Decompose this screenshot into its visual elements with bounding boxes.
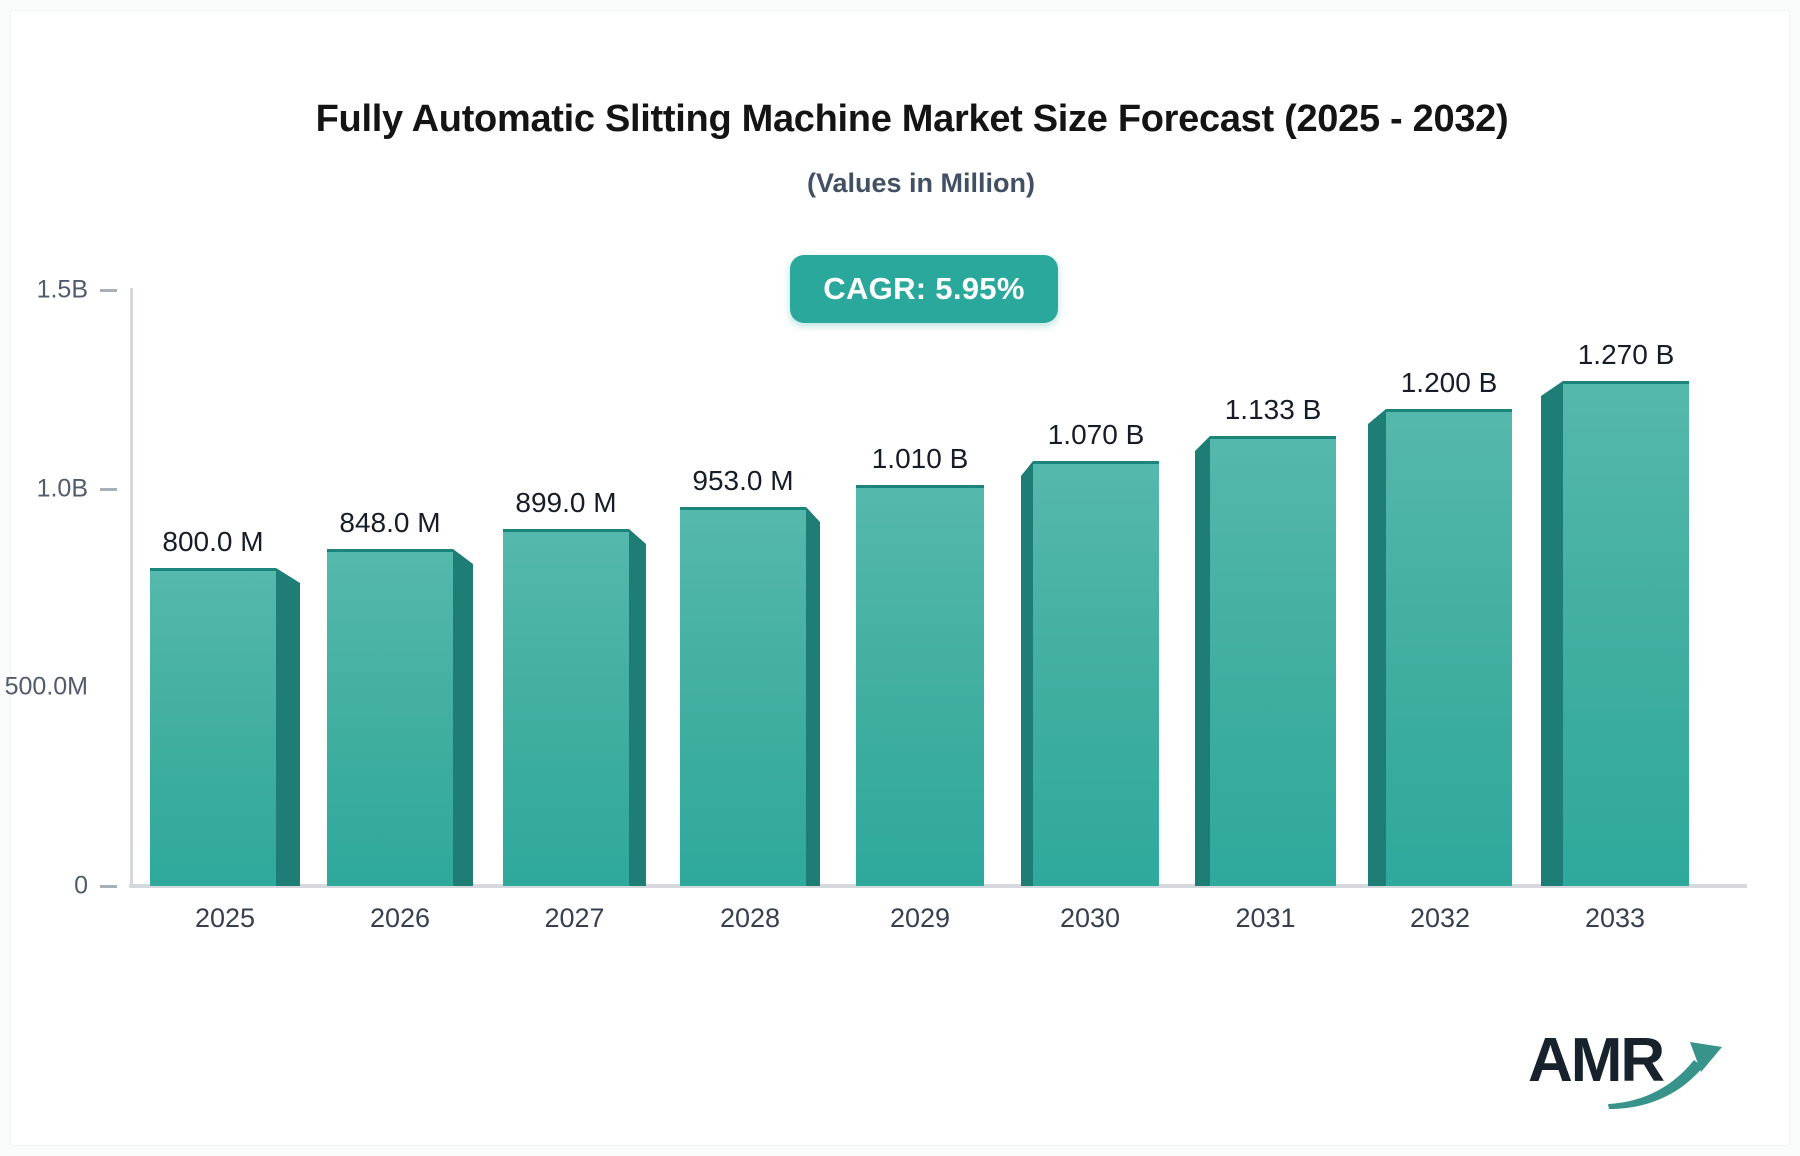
- chart-title: Fully Automatic Slitting Machine Market …: [315, 98, 1509, 140]
- bar-face: [327, 549, 453, 886]
- bar-value-label: 1.133 B: [1224, 394, 1322, 425]
- bar-value-label: 1.010 B: [871, 443, 969, 474]
- bar-2028: 953.0 M: [680, 465, 820, 886]
- bar-value-label: 848.0 M: [339, 507, 441, 538]
- bar-face: [1033, 461, 1159, 886]
- bar-value-label: 953.0 M: [692, 465, 794, 496]
- y-axis-tick: [100, 885, 117, 888]
- bar-side-face: [276, 568, 300, 886]
- bar-face: [1386, 409, 1512, 886]
- bar-value-label: 1.200 B: [1400, 367, 1498, 398]
- y-axis-label: 0: [74, 871, 88, 900]
- cagr-badge: CAGR: 5.95%: [790, 255, 1058, 323]
- bar-value-label: 800.0 M: [162, 526, 264, 557]
- bar-2030: 1.070 B: [1021, 419, 1159, 886]
- amr-logo: AMR: [1528, 1026, 1722, 1110]
- bar-side-face: [1021, 461, 1033, 886]
- y-axis-label: 1.5B: [36, 275, 88, 304]
- bar-side-face: [629, 529, 646, 886]
- bar-side-face: [453, 549, 473, 886]
- y-axis-label: 1.0B: [36, 474, 88, 503]
- bar-face: [1210, 436, 1336, 886]
- x-axis-label-2027: 2027: [544, 903, 605, 933]
- x-axis-label-2029: 2029: [889, 903, 951, 933]
- x-axis-label-2033: 2033: [1584, 903, 1646, 933]
- x-axis-label-2032: 2032: [1409, 903, 1471, 933]
- y-axis-tick: [100, 487, 117, 491]
- cagr-badge-label: CAGR: 5.95%: [823, 271, 1025, 306]
- bar-side-face: [1195, 436, 1210, 886]
- bar-face: [1563, 381, 1689, 886]
- bar-2031: 1.133 B: [1195, 394, 1336, 886]
- chart-subtitle: (Values in Million): [806, 168, 1036, 198]
- x-axis-label-2025: 2025: [194, 903, 256, 933]
- bar-side-face: [1541, 381, 1563, 886]
- bar-value-label: 1.270 B: [1577, 339, 1675, 370]
- x-axis-label-2028: 2028: [719, 903, 781, 933]
- x-axis-line: [129, 884, 1747, 888]
- bar-face: [503, 529, 629, 886]
- bar-2027: 899.0 M: [503, 487, 646, 886]
- bar-2025: 800.0 M: [150, 526, 300, 886]
- growth-arrow-icon: [1608, 1042, 1722, 1109]
- bar-side-face: [806, 507, 820, 886]
- bar-2026: 848.0 M: [327, 507, 473, 886]
- bar-value-label: 1.070 B: [1047, 419, 1145, 450]
- bar-side-face: [1368, 409, 1386, 886]
- bar-2033: 1.270 B: [1541, 339, 1689, 886]
- bar-2029: 1.010 B: [856, 443, 984, 886]
- y-axis-label: 500.0M: [4, 672, 88, 701]
- y-axis-tick: [100, 289, 117, 293]
- x-axis-label-2031: 2031: [1235, 903, 1296, 933]
- amr-logo-text: AMR: [1528, 1026, 1665, 1095]
- x-axis-label-2026: 2026: [369, 903, 431, 933]
- bar-face: [680, 507, 806, 886]
- bar-face: [856, 485, 984, 886]
- x-axis-label-2030: 2030: [1059, 903, 1121, 933]
- y-axis-line: [130, 288, 133, 887]
- bar-face: [150, 568, 276, 886]
- bar-value-label: 899.0 M: [515, 487, 617, 518]
- bar-2032: 1.200 B: [1368, 367, 1512, 886]
